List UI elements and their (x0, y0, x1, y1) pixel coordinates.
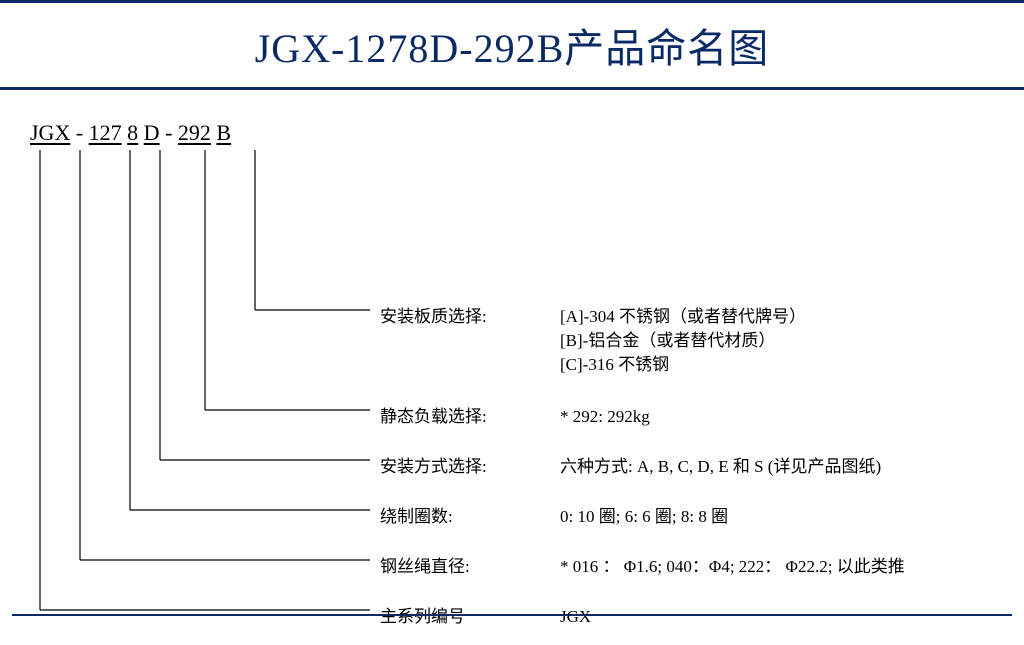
callout-label: 安装方式选择: (380, 455, 560, 479)
seg-127: 127 (89, 120, 122, 145)
callout-row: 静态负载选择:* 292: 292kg (380, 405, 1000, 429)
footer-divider (12, 614, 1012, 616)
callout-value-line: 六种方式: A, B, C, D, E 和 S (详见产品图纸) (560, 455, 980, 479)
callout-row: 主系列编号JGX (380, 605, 1000, 629)
product-code: JGX - 127 8 D - 292 B (30, 120, 231, 146)
callout-value-line: * 016 ： Φ1.6; 040：Φ4; 222： Φ22.2; 以此类推 (560, 555, 980, 579)
callout-value-line: 0: 10 圈; 6: 6 圈; 8: 8 圈 (560, 505, 980, 529)
callout-row: 安装方式选择:六种方式: A, B, C, D, E 和 S (详见产品图纸) (380, 455, 1000, 479)
callout-value: * 292: 292kg (560, 405, 980, 429)
callout-row: 绕制圈数:0: 10 圈; 6: 6 圈; 8: 8 圈 (380, 505, 1000, 529)
callout-value: 六种方式: A, B, C, D, E 和 S (详见产品图纸) (560, 455, 980, 479)
callout-label: 钢丝绳直径: (380, 555, 560, 579)
callout-row: 钢丝绳直径:* 016 ： Φ1.6; 040：Φ4; 222： Φ22.2; … (380, 555, 1000, 579)
callout-value-line: [B]-铝合金（或者替代材质） (560, 329, 980, 353)
callout-row: 安装板质选择:[A]-304 不锈钢（或者替代牌号）[B]-铝合金（或者替代材质… (380, 305, 1000, 376)
page-title: JGX-1278D-292B产品命名图 (255, 16, 770, 74)
dash: - (70, 120, 88, 145)
callout-label: 主系列编号 (380, 605, 560, 629)
callout-value: [A]-304 不锈钢（或者替代牌号）[B]-铝合金（或者替代材质）[C]-31… (560, 305, 980, 376)
callout-value: 0: 10 圈; 6: 6 圈; 8: 8 圈 (560, 505, 980, 529)
callout-label: 安装板质选择: (380, 305, 560, 329)
callout-label: 绕制圈数: (380, 505, 560, 529)
seg-jgx: JGX (30, 120, 70, 145)
callout-tree (0, 145, 380, 645)
callout-value-line: JGX (560, 605, 980, 629)
callout-value-line: [A]-304 不锈钢（或者替代牌号） (560, 305, 980, 329)
seg-292: 292 (178, 120, 211, 145)
seg-b: B (216, 120, 231, 145)
seg-8: 8 (127, 120, 138, 145)
callout-value: * 016 ： Φ1.6; 040：Φ4; 222： Φ22.2; 以此类推 (560, 555, 980, 579)
title-bar: JGX-1278D-292B产品命名图 (0, 0, 1024, 90)
naming-diagram: JGX - 127 8 D - 292 B 安装板质选择:[A]-304 不锈钢… (0, 90, 1024, 610)
dash: - (160, 120, 178, 145)
callout-label: 静态负载选择: (380, 405, 560, 429)
callout-value: JGX (560, 605, 980, 629)
callout-value-line: * 292: 292kg (560, 405, 980, 429)
callout-value-line: [C]-316 不锈钢 (560, 353, 980, 377)
seg-d: D (144, 120, 160, 145)
